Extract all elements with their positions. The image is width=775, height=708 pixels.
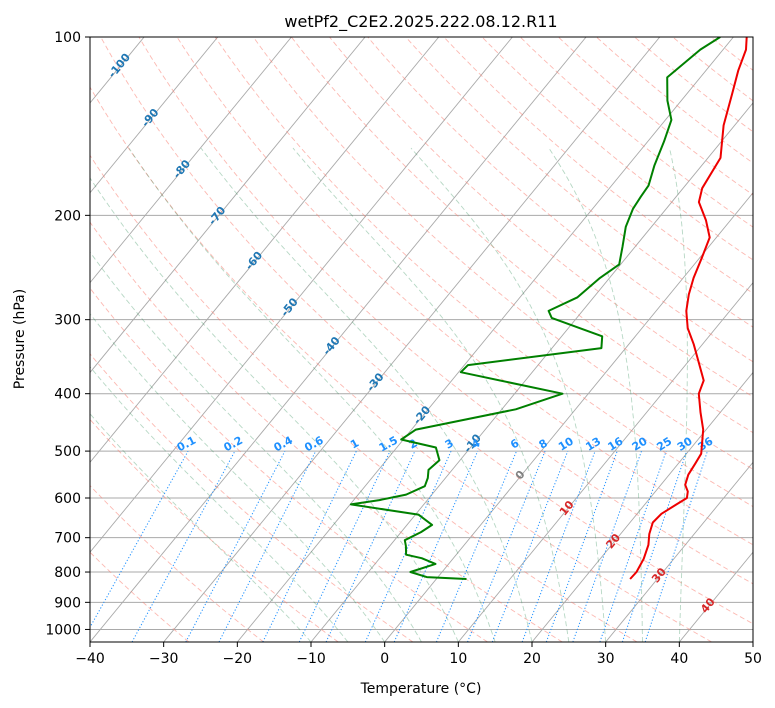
y-tick-label: 900 <box>54 595 81 611</box>
dry-adiabat <box>90 287 488 642</box>
dry-adiabat <box>214 37 753 508</box>
isotherm-line <box>90 37 219 194</box>
dry-adiabat <box>138 37 753 585</box>
isotherm-line <box>163 37 661 642</box>
y-tick-label: 700 <box>54 531 81 547</box>
x-tick-label: 0 <box>380 651 389 667</box>
x-tick-label: 50 <box>744 651 762 667</box>
mixing-ratio-line <box>393 450 479 642</box>
x-axis-label: Temperature (°C) <box>360 681 482 697</box>
isotherm-line <box>90 37 440 464</box>
x-tick-label: 20 <box>523 651 541 667</box>
dry-adiabat <box>557 37 753 196</box>
mixing-ratio-line <box>491 450 569 642</box>
isotherm-line <box>457 281 753 642</box>
dry-adiabat <box>90 418 339 642</box>
dry-adiabat <box>90 154 638 642</box>
x-tick-label: −30 <box>149 651 179 667</box>
y-tick-label: 800 <box>54 565 81 581</box>
isotherm-gridlines <box>0 37 753 642</box>
dry-adiabat <box>90 86 712 642</box>
moist-adiabat <box>90 366 349 642</box>
mixing-ratio-line <box>262 450 357 642</box>
mixing-ratio-line <box>90 450 189 629</box>
mixing-ratio-line <box>435 450 517 642</box>
moist-adiabat <box>90 313 386 642</box>
temperature-trace <box>629 37 748 580</box>
mixing-ratio-line <box>467 450 546 642</box>
y-tick-label: 200 <box>54 208 81 224</box>
x-tick-label: 30 <box>597 651 615 667</box>
mixing-ratio-line <box>218 450 317 642</box>
moist-adiabats <box>90 147 688 642</box>
y-tick-label: 600 <box>54 491 81 507</box>
dry-adiabat <box>329 37 753 398</box>
pressure-gridlines <box>90 37 753 630</box>
dry-adiabats <box>90 37 753 642</box>
isotherm-line <box>90 37 587 642</box>
y-tick-label: 100 <box>54 30 81 46</box>
dry-adiabat <box>367 37 753 363</box>
isotherm-line <box>605 461 753 642</box>
mixing-ratio-line <box>185 450 286 642</box>
isotherm-line <box>384 192 753 642</box>
y-tick-label: 1000 <box>45 622 81 638</box>
isotherm-line <box>531 371 753 642</box>
dry-adiabat <box>90 221 563 642</box>
moist-adiabat <box>200 147 533 642</box>
isotherm-line <box>752 641 753 642</box>
x-tick-label: 40 <box>670 651 688 667</box>
moist-adiabat <box>548 147 643 642</box>
x-axis: −40 −30 −20 −10 0 10 20 30 40 50 <box>75 642 762 667</box>
dry-adiabat <box>90 484 264 642</box>
isotherm-line <box>90 37 513 553</box>
dry-adiabat <box>252 37 753 470</box>
x-tick-label: 10 <box>449 651 467 667</box>
y-tick-label: 500 <box>54 444 81 460</box>
moist-adiabat <box>90 251 422 642</box>
y-tick-label: 300 <box>54 313 81 329</box>
plot-frame <box>89 36 754 643</box>
isotherm-line <box>90 37 366 374</box>
isotherm-line <box>236 37 734 642</box>
mixing-ratio-line <box>545 450 618 642</box>
dewpoint-trace <box>349 37 721 580</box>
dry-adiabat <box>481 37 753 261</box>
dry-adiabat <box>176 37 753 546</box>
sounding-traces <box>349 37 748 580</box>
dry-adiabat <box>291 37 753 434</box>
plot-area <box>90 37 753 642</box>
x-tick-label: −10 <box>296 651 326 667</box>
moist-adiabat <box>90 177 459 642</box>
y-axis-label: Pressure (hPa) <box>12 289 28 389</box>
y-axis: 100 200 300 400 500 600 700 800 900 1000 <box>45 30 90 638</box>
moist-adiabat <box>90 413 312 642</box>
x-tick-label: −20 <box>223 651 253 667</box>
isotherm-line <box>90 37 292 284</box>
moist-adiabat <box>292 147 570 642</box>
dry-adiabat <box>405 37 753 328</box>
y-tick-label: 400 <box>54 387 81 403</box>
isotherm-line <box>0 37 70 642</box>
x-tick-label: −40 <box>75 651 105 667</box>
mixing-ratio-lines <box>90 450 708 642</box>
mixing-ratio-line <box>644 450 708 642</box>
mixing-ratio-line <box>298 450 391 642</box>
dry-adiabat <box>100 37 753 625</box>
moist-adiabat <box>410 147 607 642</box>
moist-adiabat <box>128 147 496 642</box>
mixing-ratio-line <box>131 450 236 642</box>
mixing-ratio-line <box>521 450 596 642</box>
chart-title: wetPf2_C2E2.2025.222.08.12.R11 <box>284 12 557 32</box>
